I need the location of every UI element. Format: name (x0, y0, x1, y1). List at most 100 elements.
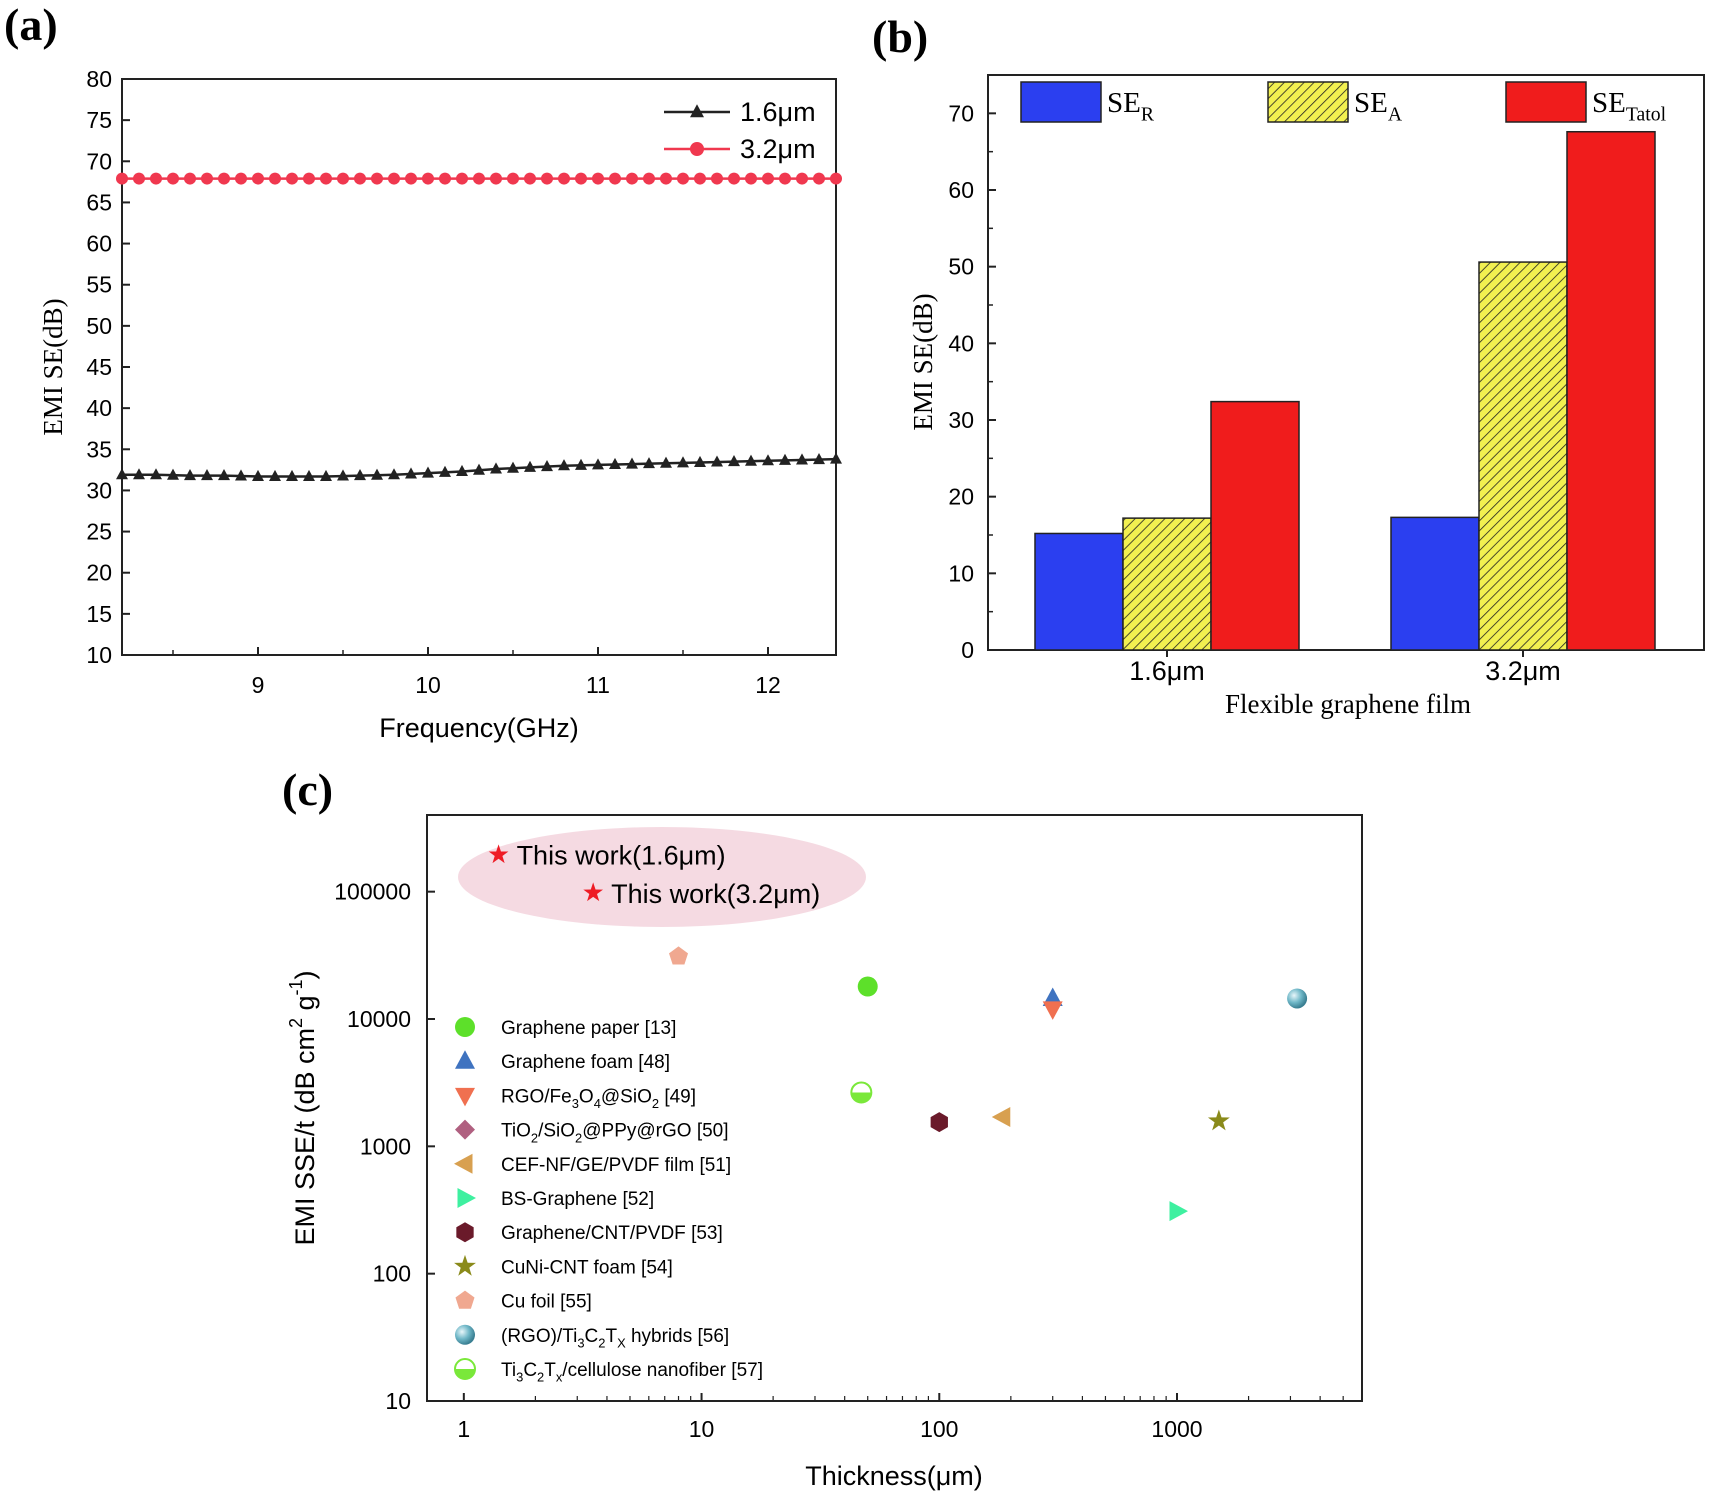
series-2-point (354, 172, 366, 185)
series-1-point (184, 469, 196, 481)
panel-a-y-tick-label: 35 (86, 436, 112, 462)
panel-c-legend: Graphene paper [13] Graphene foam [48] RGO… (454, 1017, 763, 1385)
panel-b-y-tick-label: 10 (948, 560, 974, 586)
panel-b-y-axis-label: EMI SE(dB) (908, 293, 938, 430)
panel-a-y-tick-label: 60 (86, 231, 112, 257)
series-1-point (218, 469, 230, 481)
series-1-point (303, 469, 315, 481)
series-2-point (473, 172, 485, 185)
panel-b: (b) 0 10 20 30 40 50 60 70 1.6μm 3.2μm SER SEA SET… (872, 11, 1705, 719)
panel-c-x-tick-label: 10 (689, 1416, 715, 1442)
series-2-point (677, 172, 689, 185)
legend-label: CEF-NF/GE/PVDF film [51] (501, 1155, 731, 1176)
point-series-5 (991, 1106, 1011, 1127)
legend-label: 1.6μm (740, 97, 816, 127)
bar-r-1 (1034, 532, 1124, 651)
series-2-point (660, 172, 672, 185)
series-2-point (405, 172, 417, 185)
panel-a-y-tick-label: 10 (86, 642, 112, 668)
legend-marker (690, 142, 704, 156)
panel-a-y-tick-label: 45 (86, 354, 112, 380)
series-2-point (830, 172, 842, 185)
series-1-point (235, 469, 247, 481)
series-1-point (439, 465, 451, 477)
series-2-point (269, 172, 281, 185)
series-1-point (762, 454, 774, 466)
series-1-point (541, 459, 553, 472)
highlight-label-1: This work(1.6μm) (517, 841, 726, 871)
point-series-1 (857, 976, 878, 997)
legend-label: Graphene paper [13] (501, 1018, 676, 1039)
series-1-point (286, 469, 298, 481)
series-2-point (184, 172, 196, 185)
panel-a-y-tick-label: 80 (86, 66, 112, 92)
series-1-point (405, 467, 417, 479)
series-2-point (201, 172, 213, 185)
series-1-point (269, 469, 281, 481)
series-2-point (490, 172, 502, 185)
panel-b-y-tick-label: 60 (948, 177, 974, 203)
series-1-point (626, 457, 638, 469)
bar-a-1 (1122, 517, 1212, 651)
panel-a-y-tick-label: 55 (86, 272, 112, 298)
series-2-point (133, 172, 145, 185)
panel-c-y-tick-label: 100000 (334, 879, 411, 905)
legend-label: BS-Graphene [52] (501, 1189, 654, 1210)
series-2-point (456, 172, 468, 185)
series-1-point (150, 468, 162, 480)
series-2-point (728, 172, 740, 185)
legend-marker (455, 1050, 475, 1069)
legend-label: TiO2/SiO2@PPy@rGO [50] (501, 1121, 729, 1146)
legend-label: Ti3C2Tx/cellulose nanofiber [57] (501, 1360, 763, 1385)
series-2-point (303, 172, 315, 185)
series-2-point (507, 172, 519, 185)
series-1-point (711, 455, 723, 467)
series-1-point (422, 466, 434, 478)
series-1-point (745, 454, 757, 466)
panel-a-x-tick-label: 12 (755, 672, 781, 698)
series-1-point (592, 458, 604, 470)
panel-a-y-tick-label: 30 (86, 477, 112, 503)
series-2-point (218, 172, 230, 185)
series-2-point (575, 172, 587, 185)
legend-label: (RGO)/Ti3C2TX hybrids [56] (501, 1326, 729, 1351)
panel-b-x-tick-label: 3.2μm (1485, 656, 1561, 686)
series-1-point (643, 457, 655, 469)
legend-marker (455, 1290, 475, 1309)
panel-c-y-tick-label: 10000 (347, 1006, 411, 1032)
series-2-point (150, 172, 162, 185)
series-2-point (286, 172, 298, 185)
panel-b-y-tick-label: 40 (948, 330, 974, 356)
point-series-10 (1287, 988, 1308, 1009)
legend-label: RGO/Fe3O4@SiO2 [49] (501, 1086, 696, 1111)
panel-b-legend: SER SEA SETatol (1020, 81, 1667, 126)
series-1-point (320, 469, 332, 481)
legend-label: 3.2μm (740, 134, 816, 164)
panel-a-x-tick-label: 10 (415, 672, 441, 698)
series-1-point (473, 463, 485, 475)
series-1-point (371, 468, 383, 480)
legend-marker (454, 1254, 476, 1276)
panel-a-y-tick-label: 20 (86, 560, 112, 586)
series-1-point (575, 458, 587, 470)
series-2-point (167, 172, 179, 185)
point-series-11 (850, 1081, 873, 1104)
series-2-point (796, 172, 808, 185)
legend-marker (455, 1324, 475, 1345)
series-1-point (388, 468, 400, 480)
series-1-point (677, 456, 689, 468)
panel-a-x-tick-label: 11 (586, 672, 610, 698)
legend-marker (690, 104, 704, 118)
series-2-point (711, 172, 723, 185)
point-series-7 (930, 1112, 948, 1133)
panel-b-y-tick-label: 0 (961, 637, 974, 663)
series-2-point (116, 172, 128, 185)
series-2-point (779, 172, 791, 185)
series-1-point (456, 464, 468, 477)
point-series-8 (1207, 1109, 1230, 1131)
panel-b-label: (b) (872, 11, 928, 62)
series-2-point (422, 172, 434, 185)
series-2-point (643, 172, 655, 185)
panel-b-x-axis-label: Flexible graphene film (1225, 689, 1471, 719)
